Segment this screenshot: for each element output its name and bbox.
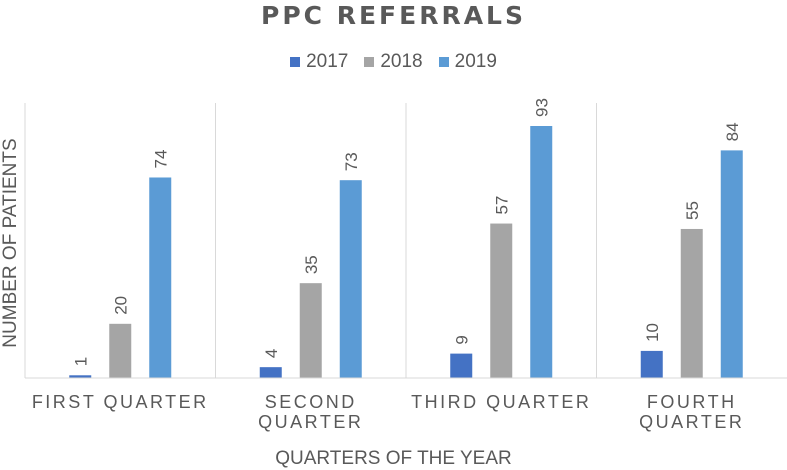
legend-label-2017: 2017 [306, 51, 349, 72]
bar-2019-q3 [530, 126, 553, 378]
bar-2018-q1 [109, 323, 132, 378]
bar-2017-q1 [69, 375, 92, 378]
bar-2019-q4 [720, 150, 743, 378]
data-label-2019-q4: 84 [723, 122, 742, 141]
legend-item-2017: 2017 [290, 51, 348, 73]
bar-2018-q2 [299, 283, 322, 378]
bar-2017-q2 [259, 367, 282, 378]
category-label-line: FIRST QUARTER [32, 392, 209, 412]
data-label-2019-q1: 74 [151, 150, 170, 169]
bar-2017-q4 [640, 350, 663, 378]
legend: 2017 2018 2019 [0, 51, 787, 73]
legend-item-2019: 2019 [438, 51, 497, 73]
data-label-2017-q2: 4 [262, 349, 281, 358]
legend-label-2018: 2018 [380, 51, 423, 72]
bar-2019-q1 [149, 177, 172, 378]
category-label-line: THIRD QUARTER [411, 392, 591, 412]
data-label-2019-q2: 73 [342, 152, 361, 171]
legend-swatch-2017 [290, 57, 301, 67]
data-label-2018-q1: 20 [111, 296, 130, 315]
legend-swatch-2019 [438, 57, 449, 67]
x-axis-label: QUARTERS OF THE YEAR [275, 448, 512, 469]
bar-2018-q4 [680, 228, 703, 378]
bar-2018-q3 [490, 223, 513, 378]
category-label-line: FOURTH [647, 392, 737, 412]
data-label-2018-q2: 35 [302, 255, 321, 274]
category-label-line: QUARTER [258, 412, 363, 432]
category-label-line: QUARTER [639, 412, 744, 432]
data-label-2018-q3: 57 [492, 196, 511, 215]
category-label-q2: SECOND QUARTER [258, 392, 363, 432]
bar-2019-q2 [339, 180, 362, 378]
category-label-q1: FIRST QUARTER [32, 392, 209, 412]
data-label-2019-q3: 93 [532, 98, 551, 117]
data-label-2017-q3: 9 [452, 335, 471, 344]
category-label-line: SECOND [265, 392, 357, 412]
legend-swatch-2018 [364, 57, 375, 67]
category-label-q3: THIRD QUARTER [411, 392, 591, 412]
category-label-q4: FOURTH QUARTER [639, 392, 744, 432]
chart-title: PPC REFERRALS [261, 1, 526, 30]
data-label-2018-q4: 55 [683, 201, 702, 220]
legend-item-2018: 2018 [364, 51, 423, 73]
legend-label-2019: 2019 [454, 51, 497, 72]
bar-2017-q3 [450, 353, 473, 378]
data-label-2017-q4: 10 [643, 323, 662, 342]
data-label-2017-q1: 1 [71, 357, 90, 366]
